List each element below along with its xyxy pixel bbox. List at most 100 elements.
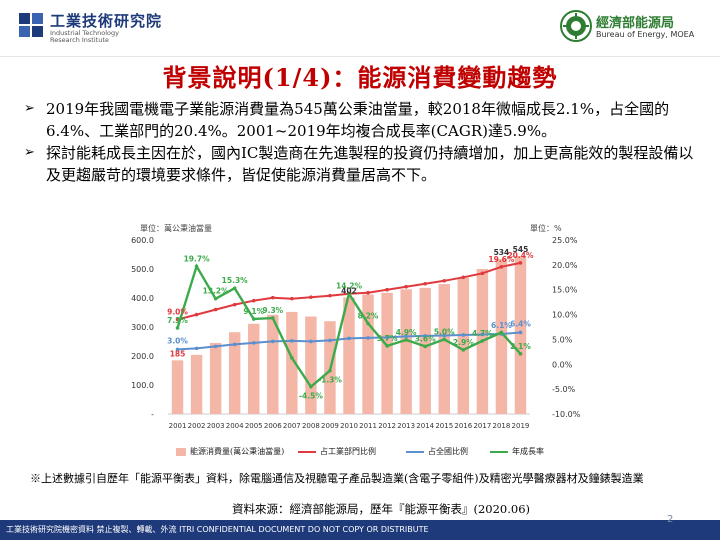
x-axis-tick-label: 2008: [302, 422, 320, 430]
left-axis-tick-label: 500.0: [131, 265, 154, 274]
bullet-item: ➢ 探討能耗成長主因在於，國內IC製造商在先進製程的投資仍持續增加，加上更高能效…: [24, 142, 704, 186]
data-label: 20.4%: [507, 251, 534, 260]
data-label: 3.0%: [167, 336, 188, 345]
data-label: 534: [494, 248, 510, 257]
itri-mark-icon: [19, 13, 43, 37]
series-point: [442, 337, 447, 342]
legend-swatch: [176, 448, 186, 456]
header-bar: 工業技術研究院 Industrial Technology Research I…: [0, 0, 720, 57]
x-axis-tick-label: 2018: [493, 422, 511, 430]
x-axis-tick-label: 2016: [454, 422, 472, 430]
bar: [514, 255, 527, 414]
left-axis-tick-label: -: [151, 410, 154, 419]
legend-swatch: [490, 451, 508, 453]
data-label: 19.7%: [184, 254, 211, 263]
x-axis-tick-label: 2004: [226, 422, 244, 430]
right-axis-tick-label: 10.0%: [552, 311, 578, 320]
series-point: [232, 342, 237, 347]
page-number: 2: [667, 514, 674, 525]
bar: [438, 284, 450, 414]
moea-name-cn: 經濟部能源局: [596, 16, 675, 31]
data-note: ※上述數據引自歷年「能源平衡表」資料，除電腦通信及視聽電子產品製造業(含電子零組…: [30, 472, 644, 485]
series-point: [251, 298, 256, 303]
legend-item: 占全國比例: [406, 446, 468, 457]
left-axis-tick-label: 300.0: [131, 323, 154, 332]
series-point: [194, 264, 199, 269]
legend-item: 占工業部門比例: [298, 446, 376, 457]
x-axis-tick-label: 2003: [207, 422, 225, 430]
series-point: [290, 356, 294, 360]
bar: [381, 292, 393, 414]
bar: [362, 294, 374, 414]
x-axis-tick-label: 2005: [245, 422, 263, 430]
itri-name-cn: 工業技術研究院: [50, 12, 163, 30]
data-label: -1.3%: [318, 376, 342, 385]
data-label: 402: [341, 286, 357, 295]
bar: [267, 314, 279, 414]
bar: [248, 323, 260, 414]
series-point: [251, 317, 256, 321]
series-point: [175, 347, 180, 352]
data-source: 資料來源：經濟部能源局，歷年『能源平衡表』(2020.06): [232, 502, 531, 516]
series-point: [251, 341, 256, 345]
series-point: [518, 352, 523, 356]
series-point: [480, 271, 485, 276]
data-label: 4.9%: [396, 328, 417, 337]
data-label: 6.1%: [491, 321, 512, 330]
data-label: 9.1%: [243, 307, 264, 316]
left-axis-tick-label: 400.0: [131, 294, 154, 303]
series-point: [328, 338, 332, 343]
legend-item: 能源消費量(萬公秉油當量): [176, 446, 284, 457]
series-point: [290, 339, 294, 343]
series-point: [366, 290, 370, 295]
data-label: 19.6%: [488, 255, 515, 264]
legend-label: 能源消費量(萬公秉油當量): [190, 447, 285, 456]
data-label: 3.7%: [377, 334, 398, 343]
moea-seal-icon: [560, 10, 592, 42]
series-point: [213, 307, 218, 312]
data-label: 15.3%: [222, 276, 249, 285]
series-point: [194, 312, 199, 317]
series-point: [270, 339, 275, 344]
series-point: [366, 321, 370, 326]
bar: [495, 259, 508, 414]
x-axis-tick-label: 2017: [473, 422, 491, 430]
bullet-item: ➢ 2019年我國電機電子業能源消費量為545萬公秉油當量，較2018年微幅成長…: [24, 98, 704, 142]
x-axis-tick-label: 2001: [169, 422, 187, 430]
left-axis-tick-label: 200.0: [131, 352, 154, 361]
series-point: [270, 316, 275, 320]
x-axis-tick-label: 2010: [340, 422, 358, 430]
bar: [171, 360, 184, 414]
left-axis-tick-label: 600.0: [131, 236, 154, 245]
right-axis-unit: 單位：%: [530, 224, 562, 233]
data-label: 9.3%: [262, 306, 283, 315]
series-point: [270, 295, 275, 300]
data-label: 8.2%: [358, 312, 379, 321]
series-point: [518, 261, 523, 265]
legend-swatch: [298, 451, 316, 453]
right-axis-tick-label: -5.0%: [552, 385, 576, 394]
series-point: [423, 344, 428, 349]
moea-logo: 經濟部能源局 Bureau of Energy, MOEA: [560, 10, 710, 50]
bar: [228, 332, 241, 414]
bar: [286, 311, 298, 414]
series-point: [347, 291, 351, 296]
series-point: [347, 336, 351, 341]
left-axis-unit: 單位：萬公秉油當量: [140, 224, 212, 233]
series-point: [423, 334, 428, 338]
x-axis-tick-label: 2014: [416, 422, 434, 430]
right-axis-tick-label: 5.0%: [552, 335, 573, 344]
series-point: [385, 344, 389, 348]
series-point: [213, 344, 218, 349]
energy-chart: 600.0 500.0 400.0 300.0 200.0 100.0 - 25.0% 20.0…: [131, 236, 580, 430]
series-point: [213, 296, 218, 301]
data-label: 6.4%: [510, 319, 531, 328]
series-point: [404, 284, 408, 289]
x-axis-tick-label: 2012: [378, 422, 396, 430]
data-label: 185: [170, 349, 186, 358]
series-point: [366, 336, 370, 340]
footer-bar: 工業技術研究院機密資料 禁止複製、轉載、外流 ITRI CONFIDENTIAL…: [0, 514, 720, 540]
series-point: [385, 287, 389, 292]
series-point: [499, 330, 504, 335]
series-point: [461, 275, 466, 280]
